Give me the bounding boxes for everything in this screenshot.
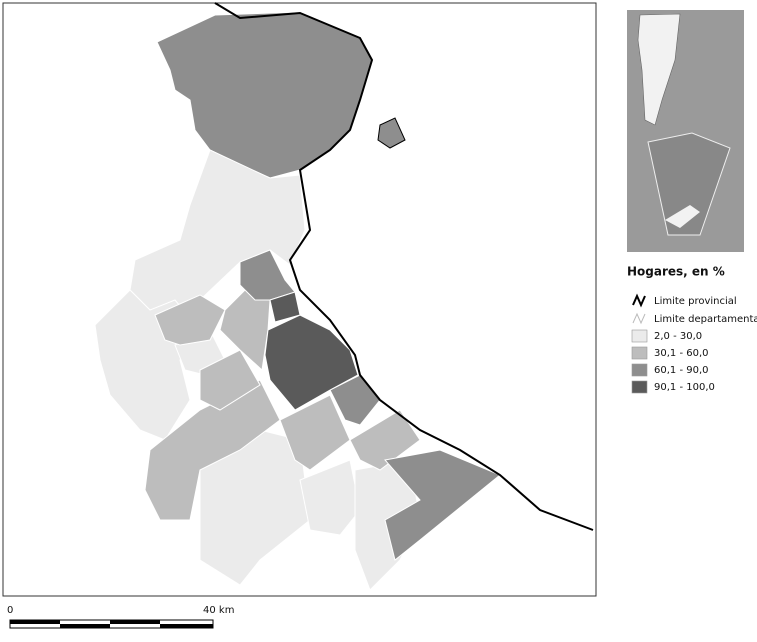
legend-label: 90,1 - 100,0 [654,382,715,393]
legend-label: Limite departamental [654,314,757,325]
scale-bar-segment [10,620,60,624]
scale-bar-segment [110,620,160,624]
legend-label: 30,1 - 60,0 [654,348,709,359]
legend-line-symbol [632,312,646,325]
inset-zoom [647,132,731,236]
inset-land [665,205,700,228]
scale-bar-segment [160,624,213,628]
region [279,394,351,471]
provincial-boundary [214,2,594,531]
legend-swatch [631,380,648,394]
region [154,294,226,346]
scale-label: 40 km [203,605,234,616]
legend-classes: 2,0 - 30,0 30,1 - 60,0 60,1 - 90,0 90,1 - 1… [631,329,715,394]
region [129,149,306,311]
legend-label: 2,0 - 30,0 [654,331,702,342]
inset-country [637,13,681,126]
region [199,349,261,411]
region [199,429,311,586]
region [384,449,501,561]
legend-swatch [631,346,648,360]
scale-bar-segment [60,624,110,628]
legend-swatch [631,329,648,343]
main-map [2,2,597,597]
region [299,459,361,536]
legend-swatch [631,363,648,377]
region [264,314,359,411]
legend-label: 60,1 - 90,0 [654,365,709,376]
region [349,409,421,471]
inset-map [627,10,744,252]
legend-title: Hogares, en % [627,265,725,279]
scale-label: 0 [7,605,13,616]
region [329,374,381,426]
region [269,291,301,323]
scale-bar: 0 40 km [7,605,234,629]
legend-line-symbol [632,293,646,308]
legend-label: Limite provincial [654,296,737,307]
island [377,117,406,149]
